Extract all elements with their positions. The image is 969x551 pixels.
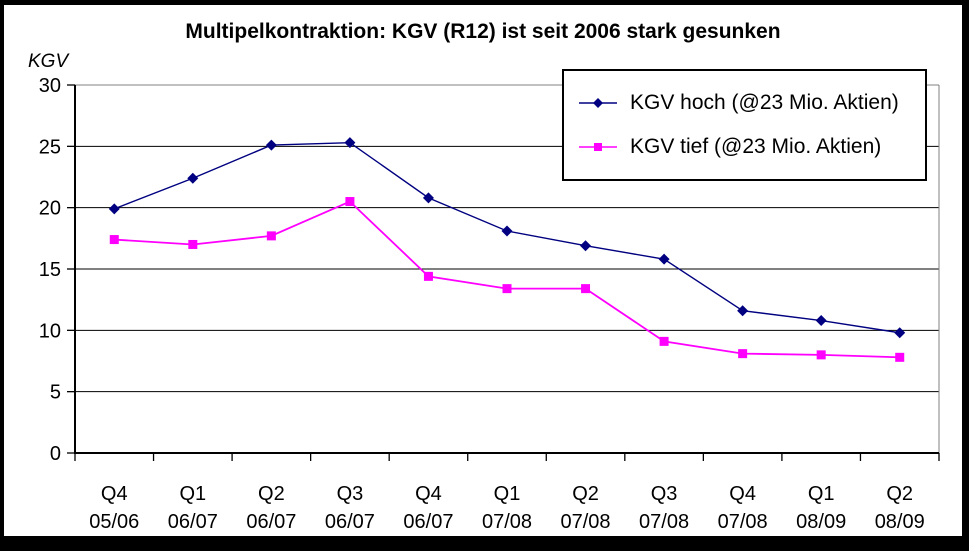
data-point-diamond <box>815 315 827 327</box>
data-point-square <box>816 350 826 360</box>
data-point-square <box>109 235 119 245</box>
y-tick-label: 15 <box>39 259 61 281</box>
data-point-square <box>345 197 355 207</box>
legend-item-kgv-tief: KGV tief (@23 Mio. Aktien) <box>577 135 925 159</box>
y-tick-label: 20 <box>39 198 61 220</box>
data-point-square <box>423 271 433 281</box>
legend-item-kgv-hoch: KGV hoch (@23 Mio. Aktien) <box>577 91 925 115</box>
data-point-diamond <box>108 203 120 215</box>
data-point-square <box>594 143 602 151</box>
x-tick-label: Q4 07/08 <box>718 483 768 533</box>
data-point-diamond <box>265 139 277 151</box>
x-tick-label: Q3 07/08 <box>639 483 689 533</box>
data-point-diamond <box>658 253 670 265</box>
legend: KGV hoch (@23 Mio. Aktien) KGV tief (@23… <box>562 69 927 181</box>
y-tick-label: 0 <box>50 443 61 465</box>
data-point-diamond <box>187 172 199 184</box>
data-point-diamond <box>894 327 906 339</box>
y-tick-label: 25 <box>39 136 61 158</box>
x-tick-label: Q2 07/08 <box>561 483 611 533</box>
data-point-diamond <box>593 98 603 108</box>
data-point-diamond <box>422 192 434 204</box>
legend-label-kgv-tief: KGV tief (@23 Mio. Aktien) <box>630 135 882 158</box>
line-diamond-marker-icon <box>579 98 617 108</box>
x-tick-label: Q4 06/07 <box>403 483 453 533</box>
x-tick-label: Q4 05/06 <box>89 483 139 533</box>
x-tick-label: Q1 07/08 <box>482 483 532 533</box>
y-tick-label: 30 <box>39 75 61 97</box>
data-point-square <box>895 352 905 362</box>
y-axis-title: KGV <box>28 51 69 72</box>
data-point-square <box>738 349 748 359</box>
plot-area: 0 5 10 15 20 25 30 Q4 05/06 Q1 06/07 Q2 06/07 Q3 06/07… <box>39 75 940 533</box>
y-tick-label: 10 <box>39 320 61 342</box>
legend-label-kgv-hoch: KGV hoch (@23 Mio. Aktien) <box>630 91 899 114</box>
data-point-square <box>188 239 198 249</box>
x-tick-label: Q1 06/07 <box>168 483 218 533</box>
x-tick-label: Q2 08/09 <box>875 483 925 533</box>
data-point-square <box>266 231 276 241</box>
data-point-diamond <box>737 305 749 317</box>
line-square-marker-icon <box>579 143 617 151</box>
data-point-diamond <box>580 240 592 252</box>
x-tick-label: Q3 06/07 <box>325 483 375 533</box>
chart-title: Multipelkontraktion: KGV (R12) ist seit … <box>185 20 781 43</box>
y-tick-label: 5 <box>50 382 61 404</box>
x-tick-label: Q2 06/07 <box>246 483 296 533</box>
chart-canvas: Multipelkontraktion: KGV (R12) ist seit … <box>4 5 962 536</box>
x-tick-label: Q1 08/09 <box>796 483 846 533</box>
data-point-square <box>581 284 591 294</box>
data-point-diamond <box>501 225 513 237</box>
data-point-square <box>502 284 512 294</box>
data-point-diamond <box>344 137 356 149</box>
series-line-1 <box>114 200 900 359</box>
data-point-square <box>659 336 669 346</box>
